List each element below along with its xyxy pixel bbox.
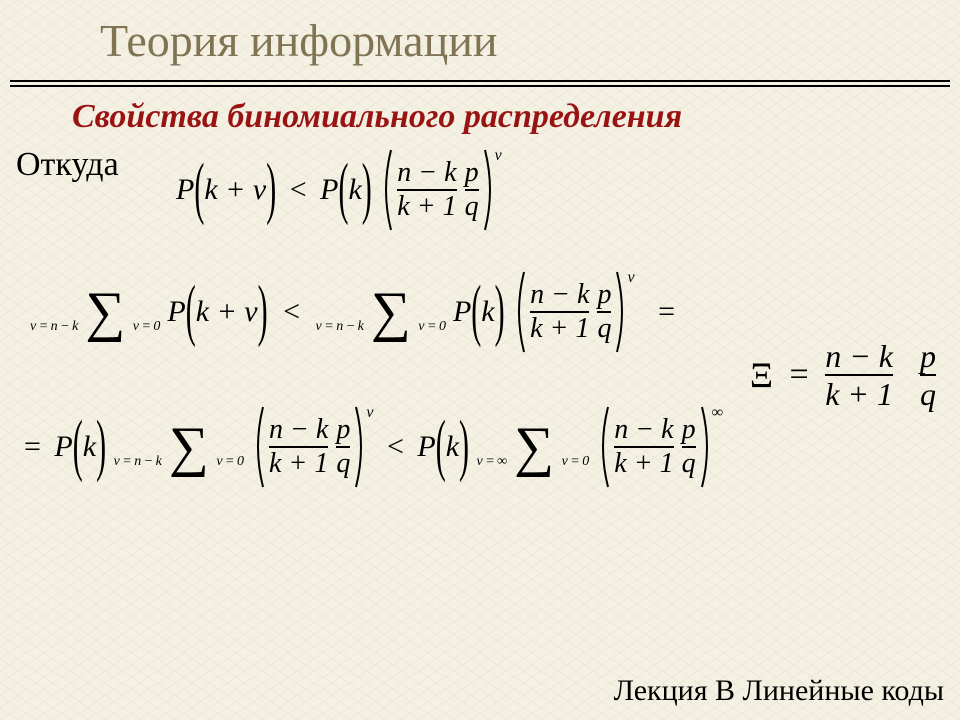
equation-3: = P(k) ν = n − k ∑ ν = 0 n − k k + 1 p q [24,405,723,489]
sigma-icon: ∑ [85,281,125,343]
eq1-arg2: k [348,173,361,206]
eq2-arg2: k [481,295,494,328]
eq2-sum1-top: ν = n − k [30,319,78,334]
eq2-op1: < [275,295,308,328]
eq1-arg: k + ν [204,173,266,206]
eq1-P2: P [320,173,338,206]
frac-den-r: q [465,193,479,221]
eq4-eq: = [782,356,817,393]
eq2-sum2-bot: ν = 0 [418,319,445,334]
eq3-sum1-top: ν = n − k [114,454,162,469]
eq2-P2: P [453,295,471,328]
eq2-P1: P [167,295,185,328]
eq3-sum2-bot: ν = 0 [562,454,589,469]
frac-den-l: k + 1 [397,193,456,221]
page-title: Теория информации [100,14,497,67]
sigma-icon: ∑ [514,416,554,478]
title-underline [10,80,950,87]
eq1-P: P [176,173,194,206]
eq3-op: < [381,430,410,463]
eq2-sum1-bot: ν = 0 [133,319,160,334]
eq2-sum2-top: ν = n − k [316,319,364,334]
eq1-exp: ν [495,148,502,164]
eq4-xi: Ξ [750,355,773,395]
equation-2: ν = n − k ∑ ν = 0 P(k + ν) < ν = n − k ∑… [30,270,675,354]
eq2-tail-eq: = [642,295,675,328]
eq3-P: P [54,430,72,463]
eq3-sum2-top: ν = ∞ [477,454,507,469]
frac-num-l: n − k [397,159,456,187]
footer-text: Лекция В Линейные коды [614,674,944,708]
equation-4: Ξ = n − k k + 1 p q [750,340,936,410]
eq2-exp: ν [627,270,634,286]
frac-num-r: p [465,159,479,187]
sigma-icon: ∑ [371,281,411,343]
eq3-arg: k [83,430,96,463]
eq3-exp2: ∞ [712,405,723,421]
eq3-sum1-bot: ν = 0 [216,454,243,469]
eq2-arg1: k + ν [196,295,258,328]
eq1-op: < [284,173,313,206]
eq3-arg2: k [446,430,459,463]
lead-text: Откуда [16,146,119,184]
eq3-lead-eq: = [24,430,47,463]
sigma-icon: ∑ [169,416,209,478]
eq3-exp: ν [366,405,373,421]
subtitle: Свойства биномиального распределения [72,98,682,136]
equation-1: P(k + ν) < P(k) n − k k + 1 p q ν [176,148,502,232]
eq3-P2: P [417,430,435,463]
